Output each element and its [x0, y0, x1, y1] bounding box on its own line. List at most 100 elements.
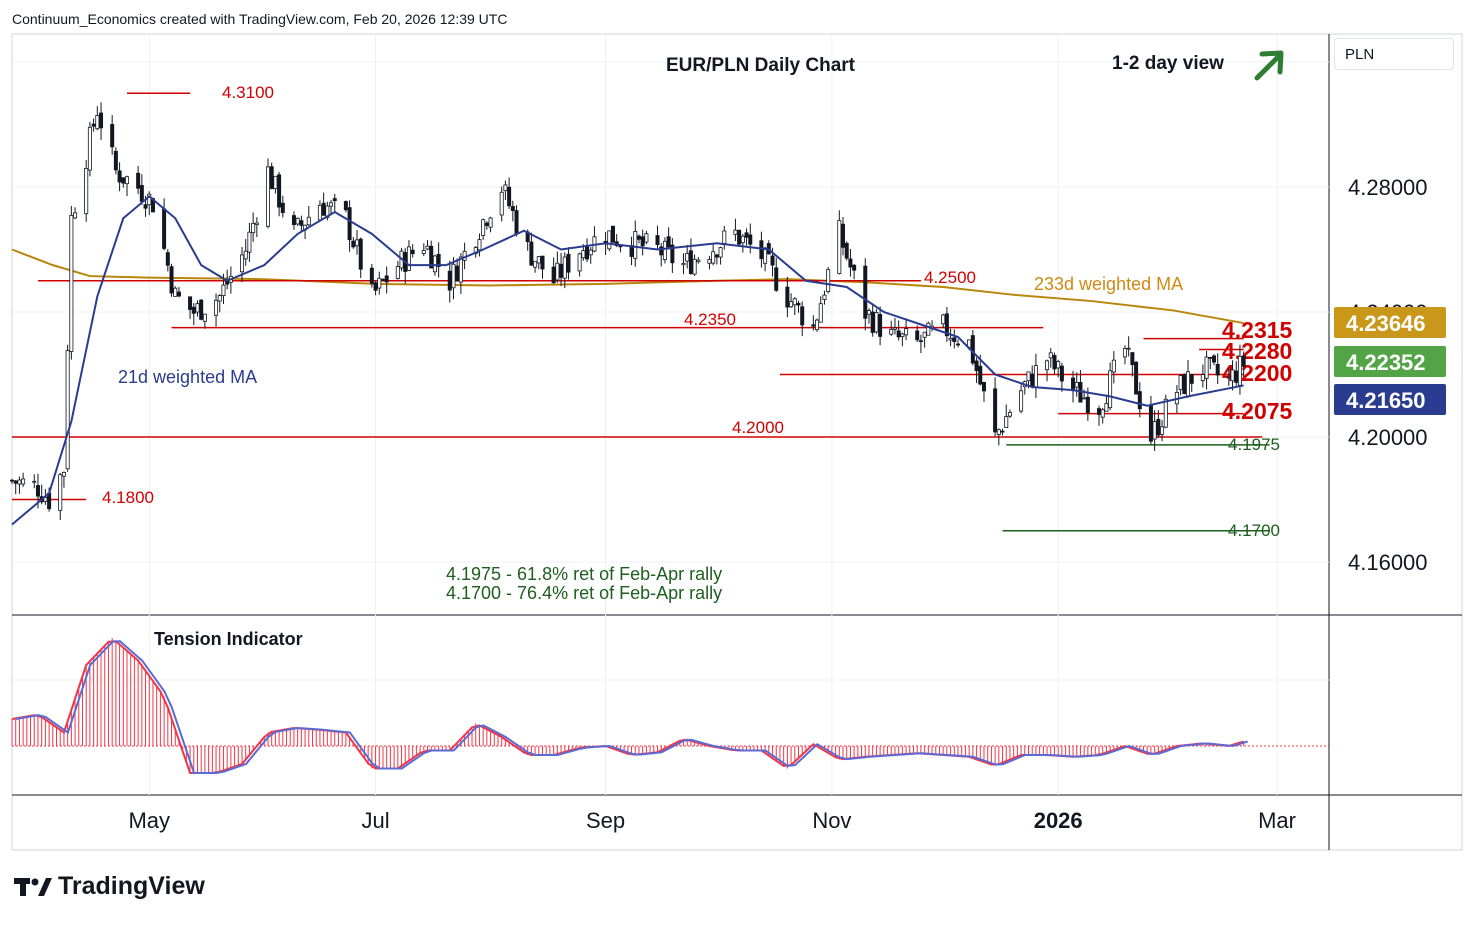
candle-body [707, 258, 712, 264]
candle-body [837, 220, 842, 274]
candle-body [904, 328, 909, 336]
candle [588, 247, 593, 264]
candle [818, 296, 823, 323]
candle [403, 248, 408, 284]
candle [633, 220, 638, 267]
candle-body [1111, 359, 1116, 373]
candle-body [737, 229, 742, 245]
candle-body [243, 250, 248, 260]
candle [299, 215, 304, 232]
candle [1111, 351, 1116, 384]
candle [718, 246, 723, 265]
price-tag-bg [1334, 346, 1446, 377]
ma233-path [11, 248, 1244, 325]
candle-body [410, 249, 415, 255]
candle-body [273, 175, 278, 190]
candle [95, 106, 100, 131]
candle [1160, 420, 1165, 442]
candle [117, 162, 122, 192]
candle-body [844, 242, 849, 259]
candle-body [1100, 409, 1105, 418]
candle-body [792, 298, 797, 306]
candle-body [1096, 408, 1101, 415]
candle [395, 261, 400, 280]
candle [1152, 410, 1157, 451]
candle [848, 248, 853, 277]
candle-body [1030, 373, 1035, 388]
candle-body [685, 253, 690, 262]
view-label: 1-2 day view [1112, 53, 1224, 74]
candle-body [1071, 377, 1076, 392]
candle [9, 478, 14, 485]
candle-body [21, 478, 26, 485]
candle [1163, 394, 1168, 429]
candle-body [247, 231, 252, 253]
candle-body [499, 191, 504, 216]
candle-body [566, 253, 571, 273]
candle-body [696, 259, 701, 263]
candle-body [1215, 363, 1220, 376]
candle-body [763, 247, 768, 264]
candle [529, 232, 534, 266]
candle-body [384, 275, 389, 283]
candle [458, 253, 463, 294]
candle-body [692, 258, 697, 275]
candle-body [1156, 418, 1161, 436]
candle [499, 186, 504, 222]
candle-body [1134, 361, 1139, 395]
candle [355, 230, 360, 255]
candle [1004, 404, 1009, 428]
candle-body [863, 265, 868, 319]
candle-body [65, 350, 70, 470]
candle [714, 253, 719, 265]
level-label: 4.3100 [222, 83, 274, 102]
candle [214, 293, 219, 327]
price-tags: 4.23646 4.22352 4.21650 [1334, 307, 1446, 415]
candle [176, 287, 181, 298]
candle [1215, 353, 1220, 384]
candle [1108, 362, 1113, 411]
candle [1019, 384, 1024, 414]
candle [1241, 351, 1246, 377]
tradingview-logo[interactable]: TradingView [14, 872, 205, 901]
price-tag-bg [1334, 307, 1446, 338]
chart-attribution: Continuum_Economics created with Trading… [12, 11, 508, 27]
candle-body [1108, 370, 1113, 409]
candle-body [221, 284, 226, 296]
candle [58, 472, 63, 521]
candle [191, 303, 196, 325]
ma21-price-tag: 4.21650 [1334, 384, 1446, 415]
candle [317, 200, 322, 221]
currency-box[interactable]: PLN [1334, 38, 1454, 70]
candle-body [421, 250, 426, 254]
ma21-label: 21d weighted MA [118, 367, 257, 387]
candle-body [718, 247, 723, 258]
candle [373, 281, 378, 296]
price-tag-bg [1334, 384, 1446, 415]
candle-body [640, 236, 645, 247]
candle-body [484, 222, 489, 226]
candle-body [826, 269, 831, 293]
candle-body [892, 327, 897, 330]
candle-body [451, 263, 456, 289]
candle [507, 177, 512, 210]
candle-body [896, 330, 901, 338]
candle [1048, 348, 1053, 368]
candle [13, 479, 18, 495]
candle-body [113, 150, 118, 171]
candle-body [139, 185, 144, 202]
candle [685, 244, 690, 269]
price-tag-label: 4.21650 [1346, 388, 1426, 413]
candle [17, 476, 22, 494]
level-label: 4.2280 [1222, 338, 1292, 364]
candle [202, 313, 207, 329]
candle-body [99, 112, 104, 129]
candle [514, 205, 519, 237]
candle [841, 216, 846, 256]
candle [87, 121, 92, 177]
candle-body [510, 206, 515, 211]
candle [915, 325, 920, 342]
candle-body [13, 480, 18, 484]
candle [585, 238, 590, 263]
